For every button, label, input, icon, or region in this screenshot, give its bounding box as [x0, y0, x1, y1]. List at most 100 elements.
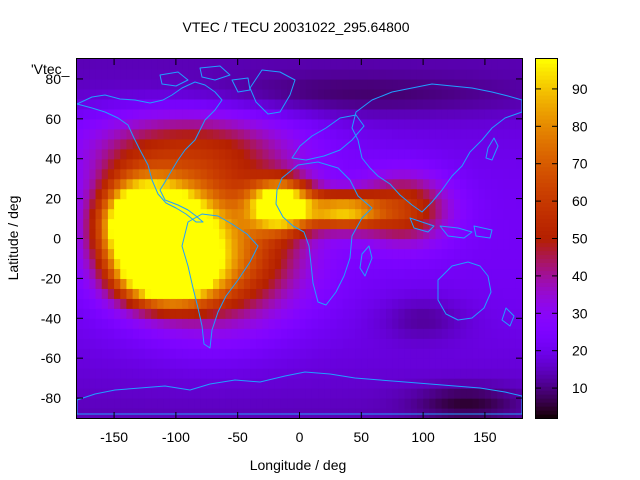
heatmap-cell	[120, 288, 128, 299]
heatmap-cell	[311, 398, 319, 409]
heatmap-cell	[447, 278, 455, 289]
heatmap-cell	[429, 388, 437, 399]
heatmap-cell	[132, 338, 140, 349]
heatmap-cell	[101, 178, 109, 190]
colorbar-tick-label: 30	[572, 305, 588, 321]
heatmap-cell	[348, 138, 356, 150]
y-tick-label: 40	[45, 151, 61, 167]
heatmap-cell	[132, 168, 140, 180]
heatmap-cell	[330, 318, 338, 329]
colorbar-step	[536, 158, 557, 164]
heatmap-cell	[404, 228, 412, 240]
heatmap-cell	[120, 108, 128, 120]
heatmap-cell	[268, 388, 276, 399]
heatmap-cell	[447, 198, 455, 210]
colorbar-step	[536, 186, 557, 192]
heatmap-cell	[392, 98, 399, 110]
heatmap-cell	[336, 59, 344, 70]
heatmap-cell	[410, 118, 418, 130]
heatmap-cell	[367, 68, 375, 80]
heatmap-cell	[491, 208, 498, 220]
heatmap-cell	[107, 348, 115, 359]
heatmap-cell	[237, 128, 245, 140]
heatmap-cell	[404, 408, 412, 419]
heatmap-cell	[373, 118, 381, 130]
heatmap-cell	[305, 368, 313, 379]
heatmap-cell	[466, 78, 474, 90]
heatmap-cell	[163, 138, 171, 150]
heatmap-cell	[120, 408, 128, 419]
heatmap-cell	[484, 148, 492, 160]
heatmap-cell	[515, 108, 523, 120]
heatmap-cell	[305, 238, 313, 250]
heatmap-cell	[404, 198, 412, 210]
heatmap-cell	[126, 118, 134, 130]
heatmap-cell	[497, 258, 505, 270]
heatmap-cell	[386, 128, 393, 140]
heatmap-cell	[348, 158, 356, 170]
heatmap-cell	[404, 278, 412, 289]
heatmap-cell	[478, 298, 486, 309]
heatmap-cell	[497, 228, 505, 240]
heatmap-cell	[231, 368, 239, 379]
heatmap-cell	[77, 108, 84, 120]
heatmap-cell	[466, 308, 474, 319]
heatmap-cell	[299, 218, 307, 230]
heatmap-cell	[305, 298, 313, 309]
heatmap-cell	[324, 188, 331, 200]
heatmap-cells	[77, 59, 523, 419]
heatmap-cell	[392, 78, 399, 90]
heatmap-cell	[250, 198, 257, 210]
heatmap-cell	[491, 218, 498, 230]
heatmap-cell	[367, 198, 375, 210]
heatmap-cell	[243, 98, 251, 110]
heatmap-cell	[441, 318, 449, 329]
heatmap-cell	[435, 348, 443, 359]
heatmap-cell	[497, 198, 505, 210]
heatmap-cell	[435, 298, 443, 309]
heatmap-cell	[225, 108, 233, 120]
colorbar-step	[536, 366, 557, 371]
heatmap-cell	[497, 358, 505, 369]
heatmap-cell	[101, 278, 109, 289]
heatmap-cell	[324, 198, 331, 210]
heatmap-cell	[274, 388, 282, 399]
heatmap-cell	[268, 228, 276, 240]
heatmap-cell	[77, 218, 84, 230]
heatmap-cell	[262, 298, 270, 309]
heatmap-cell	[144, 158, 152, 170]
heatmap-cell	[509, 228, 517, 240]
heatmap-cell	[101, 318, 109, 329]
heatmap-cell	[515, 98, 523, 110]
heatmap-cell	[460, 248, 467, 260]
heatmap-cell	[188, 188, 196, 200]
heatmap-cell	[460, 108, 467, 120]
heatmap-cell	[237, 398, 245, 409]
heatmap-cell	[175, 118, 183, 130]
heatmap-cell	[410, 68, 418, 80]
heatmap-cell	[491, 78, 498, 90]
heatmap-cell	[163, 308, 171, 319]
heatmap-cell	[441, 158, 449, 170]
heatmap-cell	[219, 198, 226, 210]
heatmap-cell	[410, 368, 418, 379]
heatmap-cell	[472, 158, 480, 170]
heatmap-cell	[262, 208, 270, 220]
heatmap-cell	[484, 378, 492, 389]
heatmap-cell	[491, 228, 498, 240]
heatmap-cell	[379, 198, 387, 210]
heatmap-cell	[138, 298, 146, 309]
heatmap-cell	[126, 248, 134, 260]
heatmap-cell	[219, 168, 226, 180]
heatmap-cell	[144, 378, 152, 389]
heatmap-cell	[484, 348, 492, 359]
heatmap-cell	[231, 398, 239, 409]
heatmap-cell	[330, 98, 338, 110]
heatmap-cell	[367, 398, 375, 409]
heatmap-cell	[237, 158, 245, 170]
heatmap-cell	[324, 178, 331, 190]
heatmap-cell	[200, 288, 208, 299]
heatmap-cell	[410, 338, 418, 349]
heatmap-cell	[398, 88, 406, 100]
heatmap-cell	[138, 288, 146, 299]
